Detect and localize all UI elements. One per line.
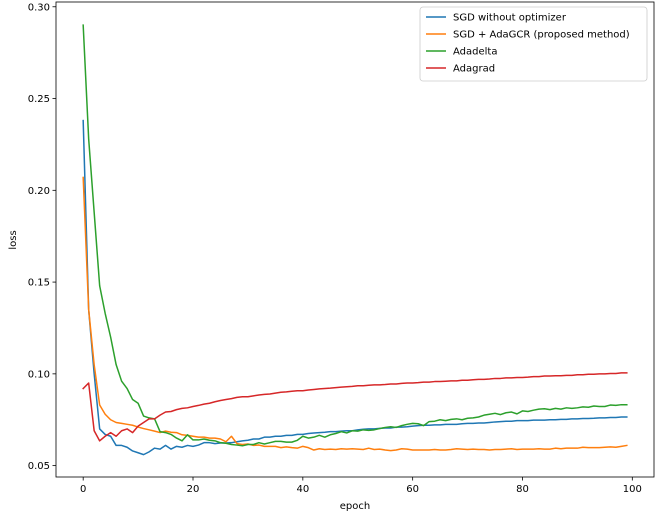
x-tick-label: 60 [406,484,419,495]
legend-label: Adadelta [453,47,497,58]
y-tick-label: 0.10 [28,369,50,380]
legend-label: SGD + AdaGCR (proposed method) [453,30,630,41]
x-axis: 0 20 40 60 80 100 [80,477,642,495]
series-line-1 [82,176,628,452]
series-line-2 [82,24,628,447]
y-tick-label: 0.25 [28,94,50,105]
legend: SGD without optimizer SGD + AdaGCR (propo… [419,6,648,82]
y-axis: 0.05 0.10 0.15 0.20 0.25 0.30 [28,2,56,472]
x-tick-label: 20 [187,484,200,495]
y-tick-label: 0.30 [28,2,50,13]
y-tick-label: 0.20 [28,186,50,197]
y-axis-label: loss [8,230,19,249]
axes-frame [55,1,655,478]
x-tick-label: 40 [296,484,309,495]
legend-label: Adagrad [453,64,495,75]
x-tick-label: 100 [623,484,642,495]
series-layer [82,24,628,456]
legend-box [419,6,648,82]
y-tick-label: 0.15 [28,278,50,289]
x-tick-label: 0 [80,484,86,495]
x-axis-label: epoch [340,501,370,512]
series-line-3 [82,372,628,442]
x-tick-label: 80 [516,484,529,495]
legend-label: SGD without optimizer [453,13,567,24]
y-tick-label: 0.05 [28,461,50,472]
